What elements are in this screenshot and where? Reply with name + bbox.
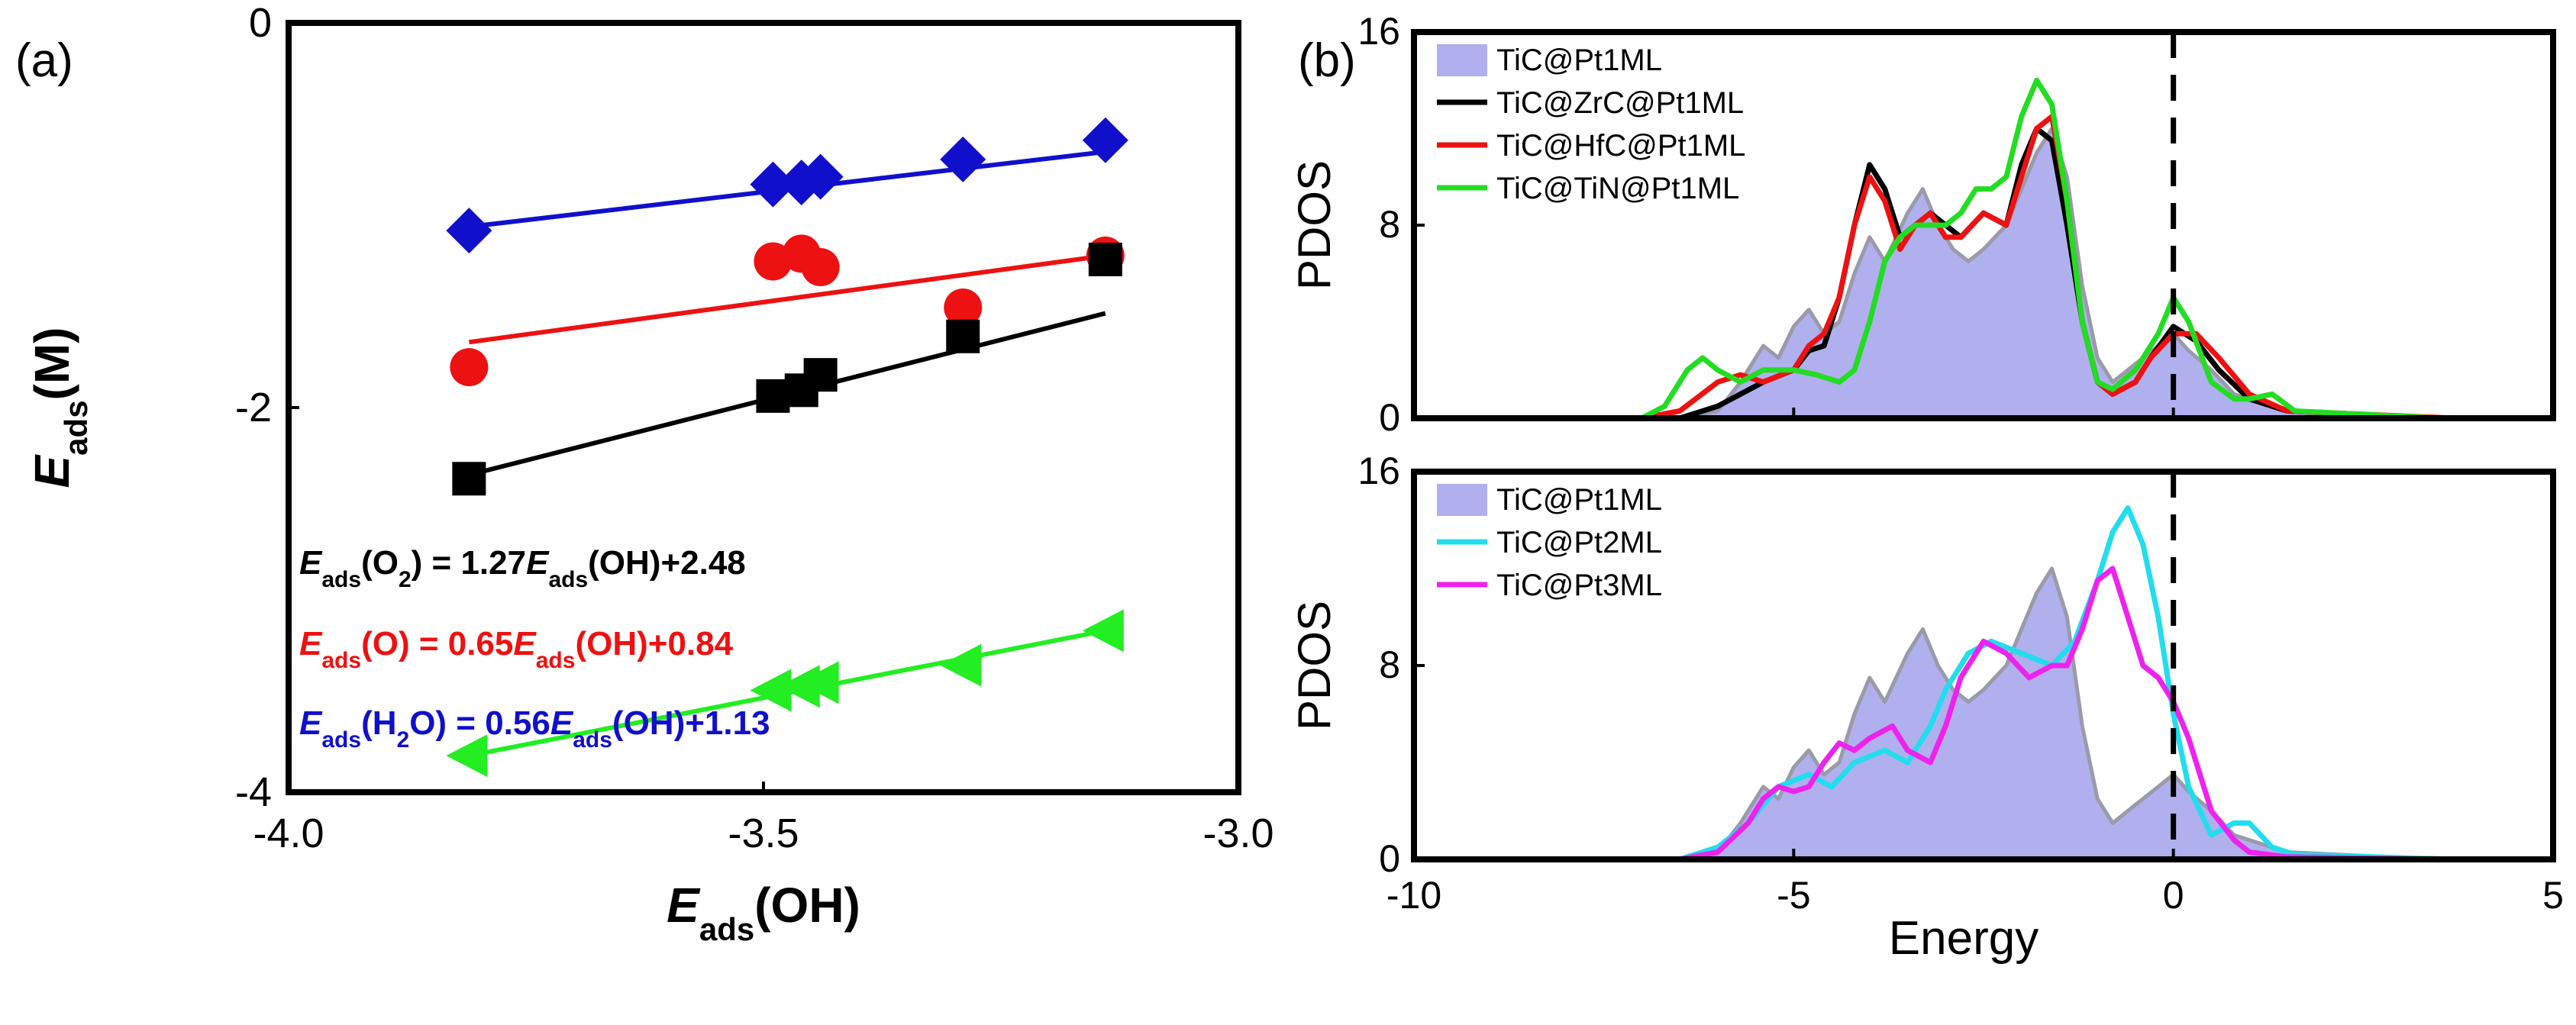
data-point-triangle — [1082, 609, 1124, 653]
equation-part: (O) = 0.65 — [361, 625, 513, 662]
fit-equation: Eads(H2O) = 0.56Eads(OH)+1.13 — [299, 704, 770, 753]
x-axis-label: Eads(OH) — [667, 878, 860, 947]
axis-label-part: ads — [699, 911, 754, 947]
equation-part: ads — [573, 727, 612, 753]
data-point-square — [803, 358, 838, 392]
equation-part: E — [513, 625, 537, 662]
equation-part: ads — [548, 567, 588, 592]
legend-label: TiC@Pt2ML — [1496, 526, 1662, 559]
axis-label-part: (M) — [24, 327, 79, 401]
y-tick-label: -4 — [235, 769, 272, 815]
pdos-line — [1414, 566, 2439, 859]
y-tick-label: 8 — [1379, 643, 1400, 686]
equation-part: E — [550, 704, 574, 742]
legend-label: TiC@Pt1ML — [1496, 483, 1662, 517]
data-point-diamond — [446, 208, 492, 254]
data-point-triangle — [797, 661, 839, 704]
equation-part: ) = 1.27 — [412, 544, 526, 582]
panel-b-chart: (b) TiC@Pt1ML TiC@ZrC@Pt1ML TiC@HfC@Pt1ML Ti… — [1289, 10, 2564, 965]
fit-equation: Eads(O) = 0.65Eads(OH)+0.84 — [299, 625, 734, 673]
equation-part: E — [299, 544, 323, 582]
fit-equation: Eads(O2) = 1.27Eads(OH)+2.48 — [299, 544, 746, 592]
equation-part: E — [526, 544, 550, 582]
plot-area — [1414, 77, 2455, 418]
data-point-circle — [450, 348, 489, 387]
x-tick-label: -10 — [1386, 874, 1441, 917]
x-tick-label: 5 — [2542, 874, 2564, 917]
pdos-line — [1414, 505, 2455, 859]
data-point-square — [756, 379, 790, 413]
legend-label: TiC@Pt1ML — [1496, 44, 1662, 77]
axis-label-part: E — [24, 454, 79, 488]
data-point-diamond — [750, 161, 796, 208]
data-point-square — [946, 319, 980, 353]
plot-area — [1414, 505, 2455, 859]
legend-swatch-filled — [1437, 44, 1487, 76]
legend-swatch-filled — [1437, 484, 1487, 516]
y-axis-label: PDOS — [1289, 601, 1340, 730]
axis-label-part: ads — [58, 400, 94, 455]
pdos-line — [1414, 77, 2439, 418]
plot-frame — [1411, 469, 2556, 862]
equation-part: 2 — [397, 727, 410, 753]
panel-a-label: (a) — [15, 34, 73, 87]
data-point-triangle — [940, 643, 982, 687]
x-tick-label: -4.0 — [253, 811, 324, 856]
equation-part: (H — [361, 704, 396, 742]
legend-label: TiC@HfC@Pt1ML — [1496, 129, 1745, 163]
data-point-circle — [801, 248, 840, 287]
plot-frame — [1411, 29, 2556, 421]
equation-part: ads — [321, 567, 361, 592]
y-axis-label: PDOS — [1289, 160, 1340, 290]
data-point-triangle — [750, 669, 792, 712]
equation-part: 2 — [399, 567, 412, 592]
equation-part: (OH)+0.84 — [575, 625, 733, 662]
pdos-fill — [1414, 569, 2439, 859]
y-tick-label: -2 — [235, 385, 272, 430]
data-point-diamond — [797, 153, 844, 200]
plot-frame — [286, 20, 1241, 795]
pdos-line — [1414, 114, 2455, 418]
y-tick-label: 8 — [1379, 203, 1400, 246]
axis-label-part: E — [667, 878, 701, 933]
data-point-circle — [944, 288, 983, 327]
x-axis-label: Energy — [1889, 912, 2039, 965]
y-tick-label: 0 — [1379, 837, 1400, 880]
fit-line — [468, 253, 1106, 345]
data-point-diamond — [940, 136, 986, 182]
data-point-triangle — [778, 665, 820, 708]
equation-part: (O — [361, 544, 399, 582]
y-tick-label: 0 — [1379, 396, 1400, 439]
equation-part: ads — [321, 648, 361, 673]
y-tick-label: 16 — [1357, 10, 1400, 53]
x-tick-label: -3.5 — [728, 811, 799, 856]
x-tick-label: 0 — [2163, 874, 2184, 917]
legend-label: TiC@Pt3ML — [1496, 569, 1662, 602]
x-tick-label: -3.0 — [1202, 811, 1273, 856]
legend-label: TiC@TiN@Pt1ML — [1496, 172, 1739, 205]
data-point-square — [1088, 242, 1122, 276]
equation-part: (OH)+1.13 — [612, 704, 770, 742]
y-tick-label: 0 — [249, 0, 272, 46]
equation-part: ads — [321, 727, 361, 753]
legend-label: TiC@ZrC@Pt1ML — [1496, 86, 1744, 120]
data-point-diamond — [1082, 117, 1128, 163]
y-tick-label: 16 — [1357, 450, 1400, 492]
axis-label-part: (OH) — [754, 878, 860, 933]
panel-b-label: (b) — [1298, 34, 1356, 87]
equation-part: E — [299, 625, 323, 662]
x-tick-label: -5 — [1777, 874, 1810, 917]
equation-part: E — [299, 704, 323, 742]
equation-part: (OH)+2.48 — [588, 544, 746, 582]
data-point-square — [452, 462, 486, 496]
equation-part: O) = 0.56 — [409, 704, 550, 742]
equation-part: ads — [536, 648, 576, 673]
y-axis-label: Eads(M) — [24, 327, 94, 488]
data-point-triangle — [446, 734, 488, 778]
